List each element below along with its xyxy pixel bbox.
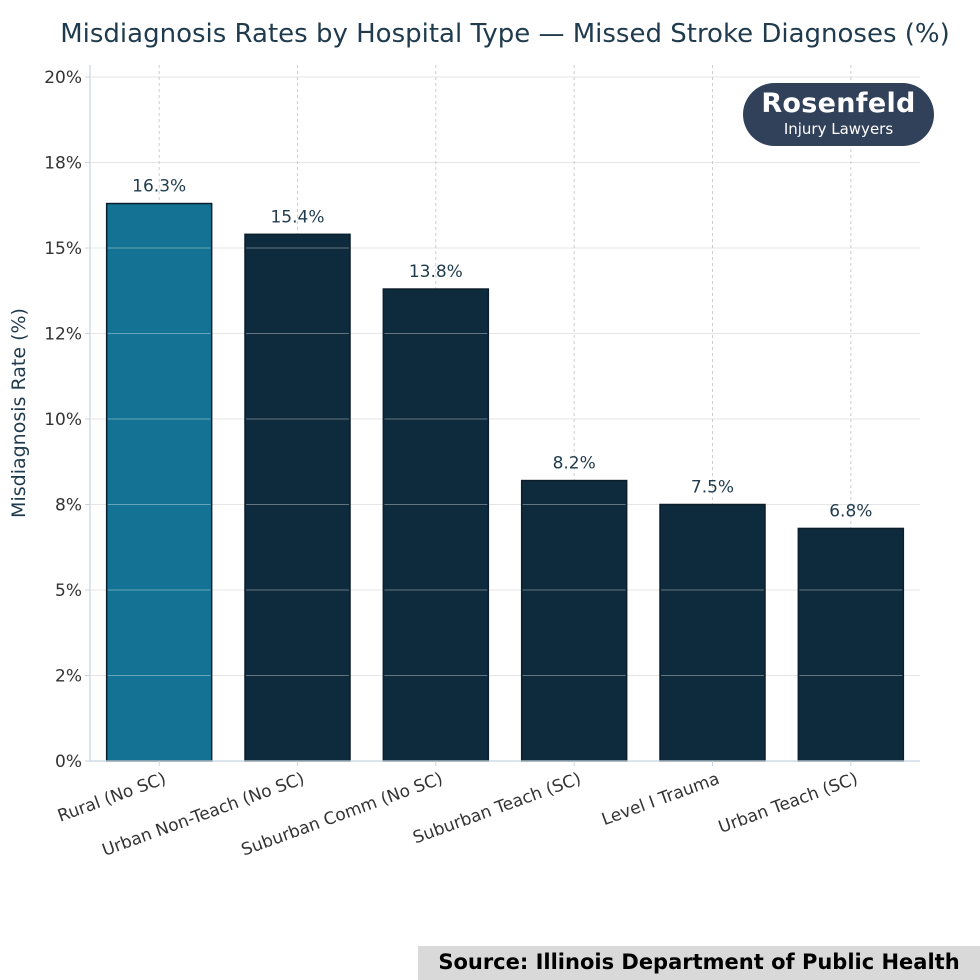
axes <box>89 65 920 762</box>
rosenfeld-logo: Rosenfeld Injury Lawyers <box>743 83 934 146</box>
data-label: 7.5% <box>691 478 734 498</box>
y-axis-label: Misdiagnosis Rate (%) <box>8 308 30 518</box>
y-tick-label: 2% <box>55 667 82 687</box>
logo-name: Rosenfeld <box>761 88 916 119</box>
data-label: 13.8% <box>409 262 463 282</box>
data-label: 6.8% <box>829 501 872 521</box>
grid <box>90 76 920 676</box>
y-tick-label: 10% <box>44 410 82 430</box>
x-tick-label: Rural (No SC) <box>55 769 169 827</box>
logo-tagline: Injury Lawyers <box>783 120 894 138</box>
bar <box>659 503 766 762</box>
chart: Misdiagnosis Rates by Hospital Type — Mi… <box>8 19 950 861</box>
chart-title: Misdiagnosis Rates by Hospital Type — Mi… <box>60 19 950 49</box>
x-tick-label: Level I Trauma <box>599 769 722 830</box>
y-tick-label: 8% <box>55 496 82 516</box>
bar <box>382 288 490 762</box>
bar <box>244 233 351 762</box>
y-tick-label: 18% <box>44 154 82 174</box>
y-tick-label: 0% <box>55 752 82 772</box>
y-tick-label: 20% <box>44 68 82 88</box>
y-tick-label: 12% <box>44 325 82 345</box>
y-axis-ticks: 0% 2% 5% 8% 10% 12% 15% 18% 20% <box>44 68 90 772</box>
bars <box>105 202 905 762</box>
bar <box>520 479 628 762</box>
y-tick-label: 15% <box>44 239 82 259</box>
x-tick-label: Urban Teach (SC) <box>716 769 861 838</box>
data-label: 8.2% <box>553 454 596 474</box>
source-bar: Source: Illinois Department of Public He… <box>418 946 980 980</box>
y-tick-label: 5% <box>55 581 82 601</box>
data-label: 16.3% <box>132 177 186 197</box>
source-text: Source: Illinois Department of Public He… <box>438 950 960 974</box>
x-axis-ticks: Rural (No SC)Urban Non-Teach (No SC)Subu… <box>55 761 861 861</box>
data-labels: 16.3% 15.4% 13.8% 8.2% 7.5% 6.8% <box>132 177 872 522</box>
bar <box>105 202 213 762</box>
data-label: 15.4% <box>270 207 324 227</box>
bar <box>797 527 905 762</box>
